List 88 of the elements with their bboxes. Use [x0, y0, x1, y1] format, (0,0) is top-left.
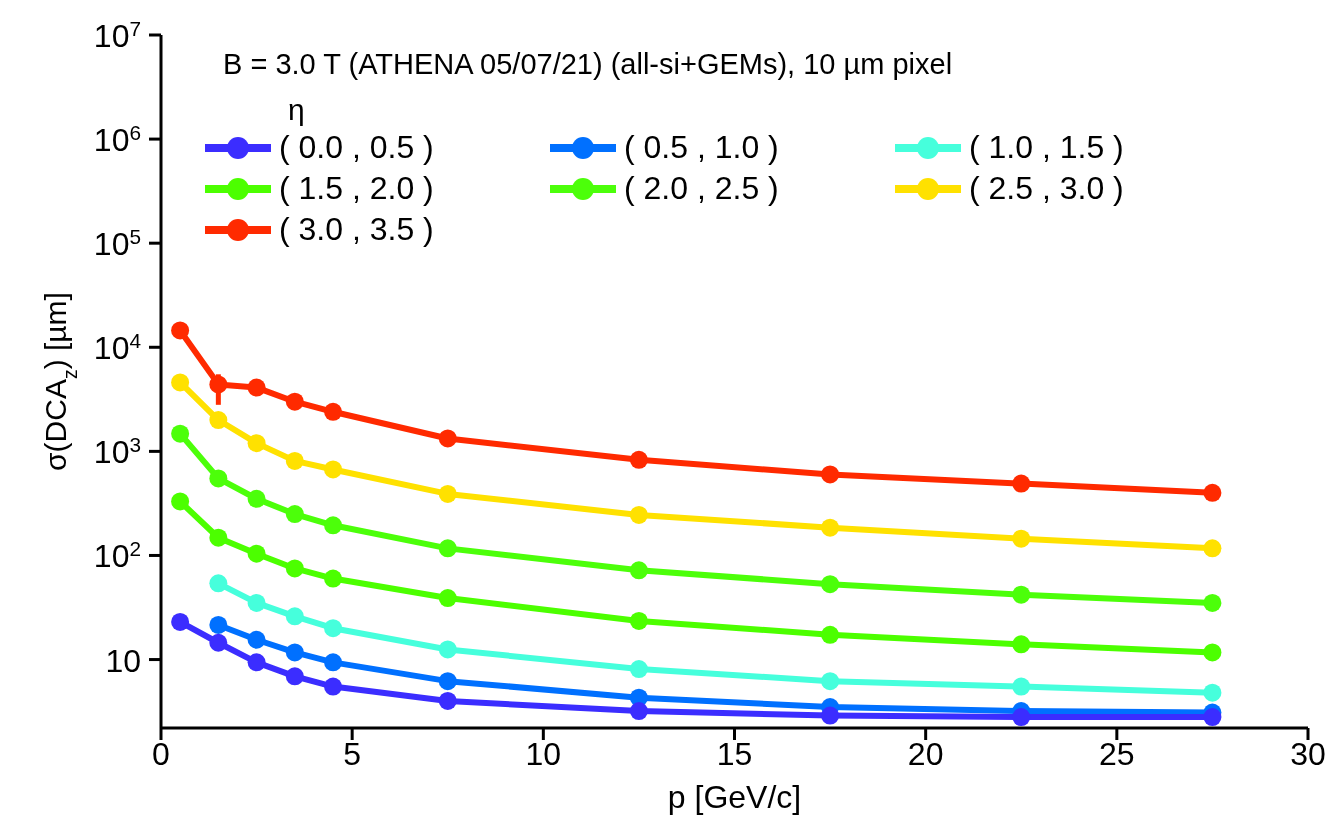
- point: [821, 625, 840, 644]
- point: [324, 460, 343, 479]
- point: [285, 607, 304, 626]
- point: [324, 402, 343, 421]
- point: [629, 611, 648, 630]
- point: [629, 660, 648, 679]
- point: [438, 484, 457, 503]
- x-tick-label: 10: [525, 735, 562, 772]
- legend-label: ( 0.0 , 0.5 ): [279, 129, 434, 166]
- legend-label: ( 1.0 , 1.5 ): [969, 129, 1124, 166]
- x-tick-label: 20: [907, 735, 944, 772]
- point: [285, 505, 304, 524]
- annotation: B = 3.0 T (ATHENA 05/07/21) (all-si+GEMs), 10 µm pixel: [223, 48, 953, 81]
- point: [324, 653, 343, 672]
- point: [171, 424, 190, 443]
- point: [209, 375, 228, 394]
- point: [1012, 585, 1031, 604]
- point: [1012, 635, 1031, 654]
- legend-label: ( 2.5 , 3.0 ): [969, 170, 1124, 207]
- point: [247, 630, 266, 649]
- point: [171, 373, 190, 392]
- point: [324, 677, 343, 696]
- legend-label: ( 0.5 , 1.0 ): [624, 129, 779, 166]
- point: [629, 702, 648, 721]
- point: [209, 633, 228, 652]
- point: [1012, 474, 1031, 493]
- point: [1203, 708, 1222, 727]
- point: [821, 575, 840, 594]
- y-tick-label: 10$^{3}$: [93, 432, 141, 471]
- point: [1203, 643, 1222, 662]
- legend-label: ( 1.5 , 2.0 ): [279, 170, 434, 207]
- point: [1203, 683, 1222, 702]
- point: [285, 667, 304, 686]
- point: [438, 672, 457, 691]
- y-tick-label: 10: [105, 642, 141, 679]
- y-tick-label: 10$^{2}$: [93, 536, 141, 575]
- point: [209, 528, 228, 547]
- point: [247, 434, 266, 453]
- y-tick-label: 10$^{5}$: [93, 224, 141, 263]
- point: [247, 489, 266, 508]
- point: [285, 643, 304, 662]
- point: [247, 593, 266, 612]
- point: [821, 672, 840, 691]
- legend-title: η: [288, 93, 306, 127]
- x-tick-label: 5: [343, 735, 362, 772]
- point: [285, 451, 304, 470]
- x-tick-label: 0: [152, 735, 170, 772]
- point: [324, 619, 343, 638]
- point: [171, 492, 190, 511]
- point: [171, 612, 190, 631]
- point: [1012, 529, 1031, 548]
- point: [1012, 708, 1031, 727]
- point: [821, 706, 840, 725]
- point: [629, 561, 648, 580]
- point: [209, 615, 228, 634]
- y-tick-label: 10$^{4}$: [93, 328, 141, 367]
- point: [1203, 539, 1222, 558]
- point: [821, 518, 840, 537]
- point: [247, 378, 266, 397]
- point: [171, 321, 190, 340]
- point: [629, 450, 648, 469]
- point: [285, 392, 304, 411]
- x-tick-label: 30: [1290, 735, 1326, 772]
- point: [209, 411, 228, 430]
- legend-label: ( 2.0 , 2.5 ): [624, 170, 779, 207]
- point: [324, 516, 343, 535]
- point: [285, 559, 304, 578]
- legend-label: ( 3.0 , 3.5 ): [279, 211, 434, 248]
- point: [1203, 593, 1222, 612]
- point: [247, 653, 266, 672]
- x-axis-title: p [GeV/c]: [667, 779, 802, 815]
- point: [438, 691, 457, 710]
- point: [209, 574, 228, 593]
- point: [821, 465, 840, 484]
- point: [209, 469, 228, 488]
- x-tick-label: 15: [716, 735, 753, 772]
- point: [438, 429, 457, 448]
- point: [1203, 483, 1222, 502]
- point: [438, 640, 457, 659]
- point: [1012, 677, 1031, 696]
- y-tick-label: 10$^{6}$: [93, 120, 141, 159]
- point: [438, 589, 457, 608]
- x-tick-label: 25: [1099, 735, 1135, 772]
- point: [247, 544, 266, 563]
- point: [324, 569, 343, 588]
- point: [438, 539, 457, 558]
- y-tick-label: 10$^{7}$: [93, 16, 141, 54]
- point: [629, 505, 648, 524]
